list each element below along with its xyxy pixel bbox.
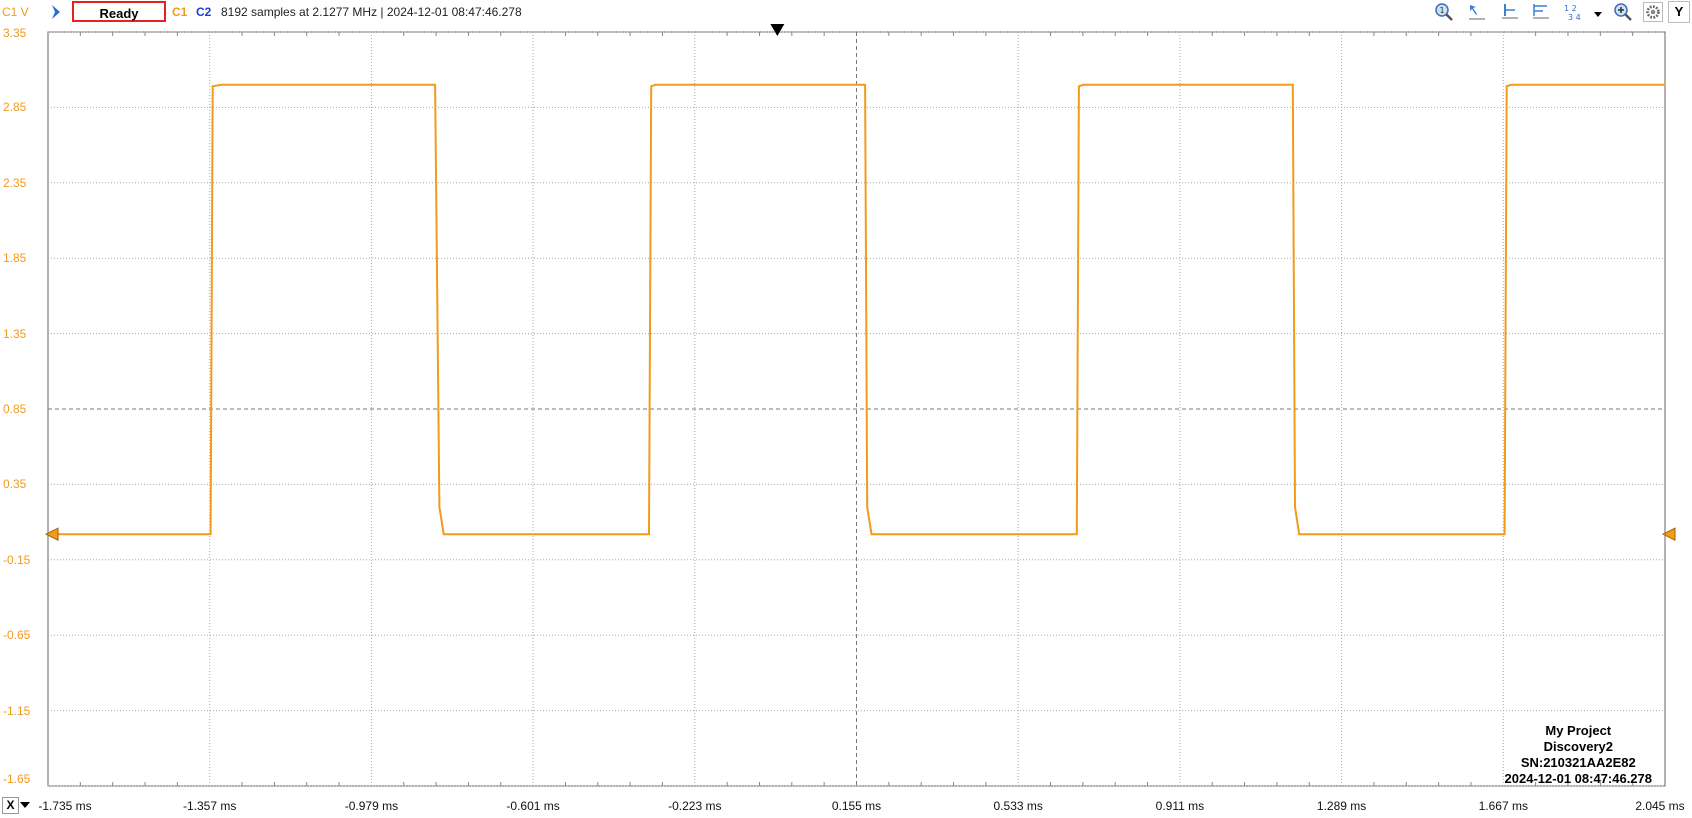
x-tick-label: 0.155 ms <box>831 799 882 813</box>
settings-icon[interactable] <box>1643 2 1663 22</box>
zoom-icon[interactable] <box>1613 2 1633 22</box>
y-tick-label: 2.85 <box>3 100 27 115</box>
acquisition-status: 8192 samples at 2.1277 MHz | 2024-12-01 … <box>221 5 522 19</box>
x-tick-label: -1.357 ms <box>183 799 237 813</box>
multi-cursor-icon[interactable] <box>1531 2 1551 22</box>
zoom-reset-icon[interactable]: 1 <box>1434 2 1454 22</box>
y-tick-label: -0.15 <box>3 552 31 567</box>
y-tick-label: 0.85 <box>3 402 27 416</box>
c1-trace-line <box>48 83 1665 536</box>
info-box: My Project Discovery2 SN:210321AA2E82 20… <box>1505 723 1652 787</box>
y-tick-label: 2.35 <box>3 175 27 190</box>
x-tick-label: 2.045 ms <box>1635 799 1685 813</box>
x-tick-label: 0.533 ms <box>993 799 1043 813</box>
y-tick-label: 1.85 <box>3 251 27 266</box>
svg-text:1 2: 1 2 <box>1564 4 1577 13</box>
serial-number: SN:210321AA2E82 <box>1520 755 1636 770</box>
x-tick-label: -0.601 ms <box>506 799 560 813</box>
svg-text:3 4: 3 4 <box>1568 13 1581 22</box>
capture-timestamp: 2024-12-01 08:47:46.278 <box>1504 771 1652 786</box>
y-tick-label: 1.35 <box>3 326 27 341</box>
channel-unit-label: C1 V <box>2 5 29 19</box>
y-tick-label: 0.35 <box>3 477 27 492</box>
x-tick-label: -0.223 ms <box>668 799 722 813</box>
horizontal-cursor-icon[interactable] <box>1500 2 1520 22</box>
x-tick-label: -0.979 ms <box>344 799 399 813</box>
channel-1-tag[interactable]: C1 <box>172 5 188 19</box>
trigger-position-marker <box>770 24 785 36</box>
c1-offset-marker-left <box>44 527 59 541</box>
x-tick-label: 0.911 ms <box>1155 799 1205 813</box>
svg-text:1: 1 <box>1439 6 1444 15</box>
y-tick-label: -0.65 <box>3 628 31 643</box>
run-arrow-icon[interactable] <box>49 4 63 20</box>
x-tick-label: 1.289 ms <box>1316 799 1367 813</box>
x-axis-dropdown-icon[interactable] <box>20 802 30 808</box>
plot-grid <box>47 31 1666 787</box>
y-tick-label: 3.35 <box>3 26 27 40</box>
y-axis-button[interactable]: Y <box>1668 1 1690 23</box>
x-tick-label: -1.735 ms <box>38 799 92 813</box>
project-name: My Project <box>1545 723 1612 738</box>
toolbar: C1 V Ready C1 C2 8192 samples at 2.1277 … <box>0 0 1692 24</box>
c1-trace <box>48 83 1665 536</box>
x-tick-label: 1.667 ms <box>1478 799 1528 813</box>
y-tick-label: -1.65 <box>3 772 31 786</box>
c1-offset-marker-right <box>1661 527 1676 541</box>
x-axis-button[interactable]: X <box>2 797 19 814</box>
run-state-button[interactable]: Ready <box>72 1 166 22</box>
y-tick-label: -1.15 <box>3 703 31 718</box>
channel-2-tag[interactable]: C2 <box>196 5 212 19</box>
device-name: Discovery2 <box>1543 739 1613 754</box>
cursor-icon[interactable] <box>1467 2 1487 22</box>
dropdown-icon[interactable] <box>1593 2 1603 22</box>
